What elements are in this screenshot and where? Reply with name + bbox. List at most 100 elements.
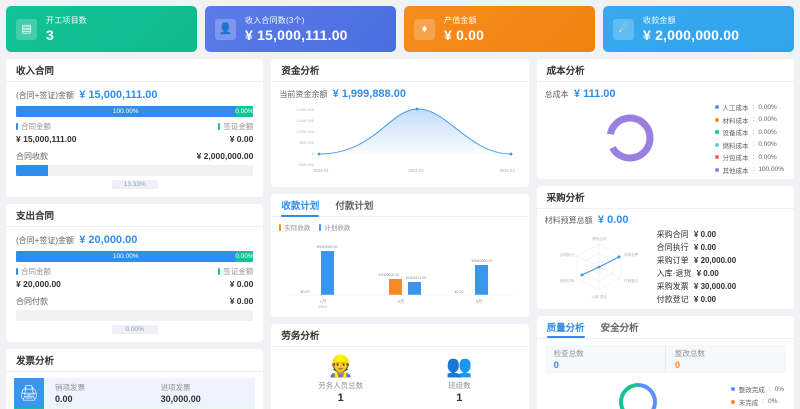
tab-quality-analysis[interactable]: 质量分析 xyxy=(546,315,585,338)
collection-progress-bar xyxy=(16,165,254,176)
kpi-label: 收款金额 xyxy=(643,16,676,25)
legend-dot-icon xyxy=(714,105,719,109)
legend-label: 分包成本 xyxy=(722,155,749,162)
svg-text:付款登记: 付款登记 xyxy=(624,278,639,283)
stat-rectification-total: 整改总数 0 xyxy=(664,344,786,373)
legend-value: 0.00% xyxy=(758,103,777,111)
legend-dot-icon xyxy=(714,130,719,134)
page-title: 收入合同 xyxy=(16,66,55,77)
svg-text:采购订单: 采购订单 xyxy=(559,278,574,283)
legend-item: 人工成本: 0.00% xyxy=(714,102,784,112)
counter-label: 劳务人员总数 xyxy=(318,381,364,390)
cost-donut-chart xyxy=(545,107,715,169)
bar-chart-legend: 实际收款 计划收款 xyxy=(279,222,520,232)
contract-split-bar: 100.00% 0.00% xyxy=(16,106,253,117)
legend-label: 签证金额 xyxy=(223,267,254,276)
tab-receipt-plan[interactable]: 收款计划 xyxy=(281,194,320,217)
labor-counter-personnel: 👷 劳务人员总数 1 xyxy=(281,356,400,404)
stat-inspection-total: 检查总数 0 xyxy=(545,345,665,373)
legend-actual-receipt[interactable]: 实际收款 xyxy=(279,222,310,232)
page-title: 成本分析 xyxy=(546,66,585,77)
cost-total: 总成本 ¥ 111.00 xyxy=(545,88,786,100)
contract-total: (合同+签证)金额 ¥ 15,000,111.00 xyxy=(16,89,253,101)
panel-income-contract: 收入合同 (合同+签证)金额 ¥ 15,000,111.00 100.00% 0… xyxy=(6,59,264,197)
legend-label: 合同金额 xyxy=(21,122,51,131)
legend-dot-icon xyxy=(730,387,735,391)
contract-total-value: ¥ 15,000,111.00 xyxy=(79,89,158,101)
receipt-bar-chart-svg: ¥0.00 ¥5040000.00 ¥2000000.00 ¥1500111.0… xyxy=(289,245,516,309)
contract-collection-row: 合同收款 ¥ 2,000,000.00 xyxy=(16,151,253,162)
kpi-card-started-projects[interactable]: ▤ 开工项目数 3 xyxy=(6,6,197,52)
donut-chart-svg xyxy=(606,114,654,162)
progress-percent: 13.33% xyxy=(111,180,158,189)
item-value: ¥ 0.00 xyxy=(693,242,717,252)
svg-text:入库·退货: 入库·退货 xyxy=(591,294,607,299)
sub-value: ¥ 0.00 xyxy=(229,296,254,306)
legend-label: 设备成本 xyxy=(722,130,749,137)
svg-text:2024-02: 2024-02 xyxy=(409,168,425,173)
svg-text:¥2000000.00: ¥2000000.00 xyxy=(379,273,400,277)
quality-legend: 整改完成: 0% 未完成: 0% 已逾期: 0% xyxy=(730,384,786,409)
svg-text:2024-01: 2024-01 xyxy=(314,168,330,173)
page-title: 劳务分析 xyxy=(281,331,320,342)
legend-item: 整改完成: 0% xyxy=(730,384,784,394)
kpi-card-output-value[interactable]: ♦ 产值金额 ¥ 0.00 xyxy=(404,6,595,52)
legend-value: 0% xyxy=(768,398,778,405)
stat-label: 检查总数 xyxy=(553,348,584,358)
contract-legend: 合同金额 ¥ 15,000,111.00 签证金额 ¥ 0.00 xyxy=(16,121,253,144)
legend-value: 0.00% xyxy=(758,128,777,136)
panel-receipt-plan: 收款计划 付款计划 实际收款 计划收款 xyxy=(271,194,529,317)
legend-label: 合同金额 xyxy=(21,267,51,276)
panel-procurement-analysis: 采购分析 材料预算总额 ¥ 0.00 xyxy=(536,185,794,309)
legend-item: 未完成: 0% xyxy=(730,397,784,407)
legend-marker-icon xyxy=(218,123,221,130)
page-title: 采购分析 xyxy=(546,192,585,204)
svg-text:¥0.00: ¥0.00 xyxy=(301,290,310,294)
svg-text:¥0.00: ¥0.00 xyxy=(455,290,464,294)
counter-label: 班组数 xyxy=(448,381,471,390)
tab-payment-plan[interactable]: 付款计划 xyxy=(335,201,374,212)
kpi-card-received-amount[interactable]: ☄ 收款金额 ¥ 2,000,000.00 xyxy=(603,6,794,52)
item-value: ¥ 0.00 xyxy=(693,229,717,239)
list-item: 采购合同 ¥ 0.00 xyxy=(657,229,737,240)
payment-progress-bar xyxy=(16,310,254,321)
stat-label: 整改总数 xyxy=(674,348,705,358)
panel-header: 收款计划 付款计划 xyxy=(271,194,529,217)
legend-planned-receipt[interactable]: 计划收款 xyxy=(319,222,350,232)
legend-label: 材料成本 xyxy=(722,117,749,125)
user-contract-icon: 👤 xyxy=(215,18,236,40)
tab-safety-analysis[interactable]: 安全分析 xyxy=(600,322,639,334)
legend-value: ¥ 20,000.00 xyxy=(16,279,61,289)
svg-text:1月: 1月 xyxy=(320,299,327,305)
cell-key: 进项发票 xyxy=(160,383,191,392)
panel-expense-contract: 支出合同 (合同+签证)金额 ¥ 20,000.00 100.00% 0.00% xyxy=(6,204,264,342)
svg-text:2024: 2024 xyxy=(319,305,327,309)
legend-item: 分包成本: 0.00% xyxy=(714,152,784,162)
list-item: 付款登记 ¥ 0.00 xyxy=(657,294,737,305)
svg-text:-500,000: -500,000 xyxy=(299,162,316,167)
legend-value: ¥ 0.00 xyxy=(229,134,254,144)
panel-labor-analysis: 劳务分析 👷 劳务人员总数 1 👥 班组数 1 xyxy=(271,324,529,409)
panel-header: 成本分析 xyxy=(536,59,794,82)
svg-text:¥3640000.00: ¥3640000.00 xyxy=(472,259,493,263)
split-segment-contract: 100.00% xyxy=(16,106,236,117)
legend-item: 其他成本: 100.00% xyxy=(714,165,784,175)
panel-header: 收入合同 xyxy=(6,59,264,82)
svg-text:0: 0 xyxy=(312,151,315,156)
split-segment-contract: 100.00% xyxy=(16,251,236,262)
labor-counter-teams: 👥 班组数 1 xyxy=(400,356,519,404)
legend-dot-icon xyxy=(714,155,719,159)
legend-contract-amount: 合同金额 xyxy=(16,266,61,277)
item-value: ¥ 30,000.00 xyxy=(693,281,737,291)
svg-text:合同执行: 合同执行 xyxy=(559,252,574,257)
kpi-card-income-contracts[interactable]: 👤 收入合同数(3个) ¥ 15,000,111.00 xyxy=(205,6,396,52)
column-right: 成本分析 总成本 ¥ 111.00 xyxy=(536,59,794,409)
kpi-row: ▤ 开工项目数 3 👤 收入合同数(3个) ¥ 15,000,111.00 ♦ … xyxy=(6,6,794,52)
legend-dot-icon xyxy=(714,142,719,147)
page-title: 支出合同 xyxy=(16,211,55,222)
page-title: 发票分析 xyxy=(16,356,55,367)
fund-balance: 当前资金余额 ¥ 1,999,888.00 xyxy=(279,88,520,100)
legend-visa-amount: 签证金额 xyxy=(218,266,253,277)
legend-label: 整改完成 xyxy=(738,387,765,394)
